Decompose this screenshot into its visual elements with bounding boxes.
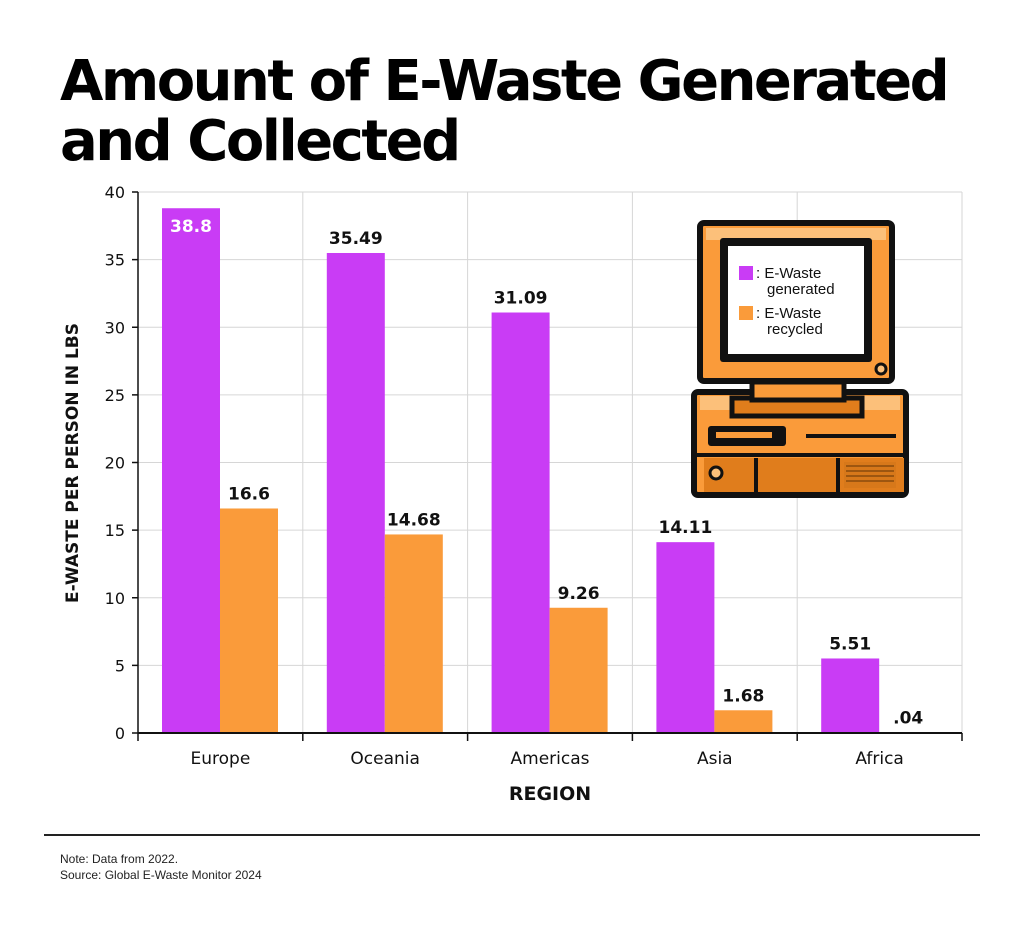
- footnote: Note: Data from 2022.: [60, 852, 179, 866]
- y-tick-label: 10: [105, 589, 125, 608]
- x-tick-label: Africa: [855, 749, 904, 769]
- data-label-generated: 38.8: [170, 217, 212, 237]
- legend-label-line1: : E-Waste: [756, 265, 821, 282]
- y-axis-title: E-WASTE PER PERSON IN LBS: [63, 323, 83, 603]
- legend: : E-Waste generated : E-Waste recycled: [739, 265, 835, 338]
- bar-chart: 38.8 35.49 31.09 14.11 5.51 16.6 14.68 9.26 1.68…: [63, 183, 963, 805]
- data-label-recycled: 1.68: [722, 686, 764, 706]
- bar-recycled: [220, 508, 278, 733]
- y-tick-label: 35: [105, 251, 125, 270]
- x-tick-label: Europe: [191, 749, 251, 769]
- axes: 0 5 10 15 20 25 30 35 40 Europe Oceania Americas Asi…: [105, 183, 963, 769]
- x-tick-label: Oceania: [350, 749, 420, 769]
- bar-generated: [162, 208, 220, 734]
- x-axis-title: REGION: [509, 783, 591, 805]
- y-tick-label: 5: [115, 656, 125, 675]
- data-label-recycled: 16.6: [228, 484, 270, 504]
- bar-generated: [821, 658, 880, 733]
- y-tick-label: 20: [105, 454, 125, 473]
- data-label-generated: 35.49: [329, 229, 383, 249]
- divider: [44, 834, 980, 836]
- bars: 38.8 35.49 31.09 14.11 5.51 16.6 14.68 9.26 1.68…: [162, 208, 938, 734]
- bar-recycled: [549, 607, 608, 733]
- source-note: Source: Global E-Waste Monitor 2024: [60, 868, 262, 882]
- y-tick-label: 0: [115, 724, 125, 743]
- y-tick-label: 30: [105, 318, 125, 337]
- data-label-generated: 31.09: [494, 289, 548, 309]
- legend-label-line1: : E-Waste: [756, 305, 821, 322]
- computer-illustration: [691, 220, 909, 498]
- bar-generated: [656, 542, 715, 733]
- legend-item-recycled: : E-Waste recycled: [739, 305, 823, 338]
- y-tick-label: 25: [105, 386, 125, 405]
- legend-swatch-recycled: [739, 306, 753, 320]
- x-tick-label: Asia: [697, 749, 733, 769]
- legend-label-line2: recycled: [767, 321, 823, 338]
- data-label-recycled: .04: [893, 708, 923, 728]
- data-label-generated: 5.51: [829, 634, 871, 654]
- data-label-recycled: 9.26: [558, 584, 600, 604]
- legend-item-generated: : E-Waste generated: [739, 265, 835, 298]
- x-tick-label: Americas: [511, 749, 590, 769]
- bar-generated: [326, 252, 385, 734]
- y-tick-label: 15: [105, 521, 125, 540]
- bar-generated: [491, 312, 550, 733]
- y-tick-label: 40: [105, 183, 125, 202]
- bar-recycled: [714, 710, 773, 733]
- legend-swatch-generated: [739, 266, 753, 280]
- bar-recycled: [384, 534, 443, 733]
- data-label-recycled: 14.68: [387, 510, 441, 530]
- data-label-generated: 14.11: [659, 518, 713, 538]
- legend-label-line2: generated: [767, 281, 835, 298]
- chart-title: Amount of E-Waste Generated and Collecte…: [60, 49, 950, 174]
